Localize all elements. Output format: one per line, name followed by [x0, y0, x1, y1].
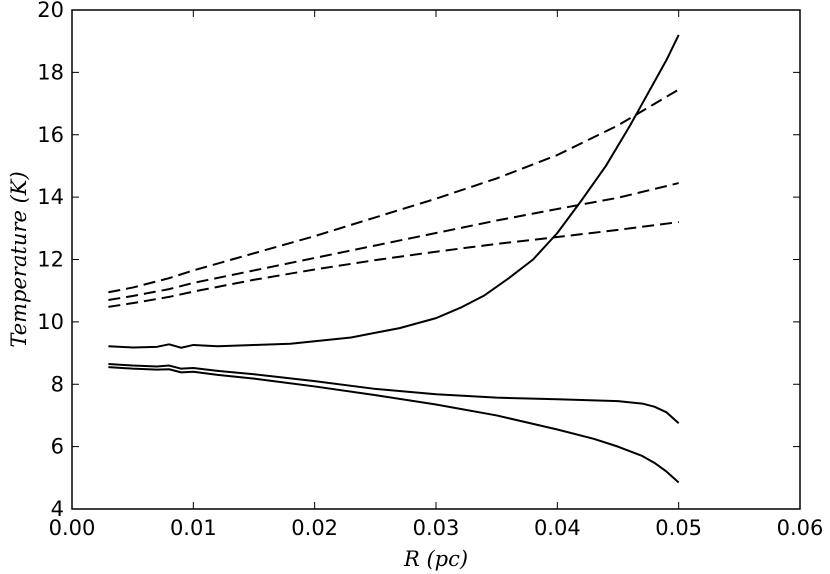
- y-tick-label: 20: [37, 0, 64, 22]
- series-layer: [108, 34, 680, 484]
- y-tick-label: 12: [37, 248, 64, 272]
- x-tick-label: 0.06: [777, 516, 824, 540]
- series-line-6-dashed: [108, 221, 679, 308]
- x-tick-label: 0.02: [291, 516, 338, 540]
- x-tick-label: 0.00: [49, 516, 96, 540]
- x-axis-label: R (pc): [403, 547, 468, 571]
- y-tick-label: 6: [51, 435, 64, 459]
- x-tick-label: 0.01: [170, 516, 217, 540]
- series-line-3-solid: [108, 366, 680, 484]
- tick-layer: 0.00 0.01 0.02 0.03 0.04 0.05 0.06 4 6 8 10 12 14 16 1…: [37, 0, 823, 540]
- y-tick-label: 14: [37, 185, 64, 209]
- y-tick-label: 10: [37, 310, 64, 334]
- y-tick-label: 18: [37, 60, 64, 84]
- series-line-1-solid: [108, 34, 680, 349]
- series-line-4-dashed: [108, 88, 680, 294]
- plot-frame: [71, 9, 801, 510]
- y-tick-label: 4: [51, 497, 64, 521]
- y-axis-label: Temperature (K): [7, 171, 31, 347]
- x-tick-label: 0.04: [534, 516, 581, 540]
- series-line-5-dashed: [108, 182, 679, 302]
- x-tick-label: 0.03: [413, 516, 460, 540]
- y-tick-label: 16: [37, 123, 64, 147]
- x-tick-label: 0.05: [655, 516, 702, 540]
- series-line-2-solid: [108, 362, 680, 424]
- y-tick-label: 8: [51, 372, 64, 396]
